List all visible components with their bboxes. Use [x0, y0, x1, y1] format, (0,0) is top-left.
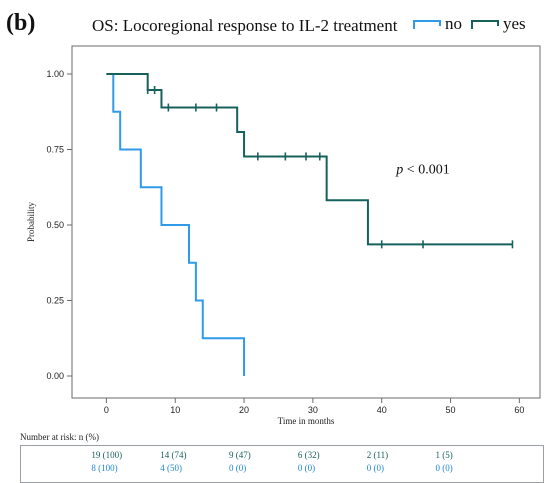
series-line-no [106, 73, 246, 376]
legend-swatch-yes-icon [471, 20, 499, 29]
y-tick-label-4: 1.00 [46, 69, 64, 79]
y-axis-label: Probability [26, 202, 36, 242]
y-tick-label-3: 0.75 [46, 145, 64, 155]
x-axis-label: Time in months [278, 416, 335, 426]
x-tick-label-0: 0 [104, 405, 109, 415]
risk-cell-no-1: 4 (50) [160, 463, 182, 473]
panel-label: (b) [6, 10, 36, 36]
plot-frame [71, 45, 541, 399]
y-tick-label-2: 0.50 [46, 220, 64, 230]
p-value-annotation: p < 0.001 [395, 163, 449, 178]
risk-table-title: Number at risk: n (%) [20, 432, 99, 442]
x-tick-label-3: 30 [308, 405, 318, 415]
x-tick-label-2: 20 [239, 405, 249, 415]
x-tick-label-6: 60 [514, 405, 524, 415]
risk-cell-no-0: 8 (100) [91, 463, 118, 473]
series-line-yes [106, 73, 513, 246]
legend: no yes [412, 14, 534, 34]
x-tick-label-4: 40 [377, 405, 387, 415]
risk-cell-yes-4: 2 (11) [366, 450, 389, 460]
x-tick-label-1: 10 [170, 405, 180, 415]
y-tick-label-1: 0.25 [46, 296, 64, 306]
risk-cell-no-2: 0 (0) [229, 463, 247, 473]
x-tick-label-5: 50 [446, 405, 456, 415]
chart-title: OS: Locoregional response to IL-2 treatm… [92, 16, 398, 35]
risk-cell-no-5: 0 (0) [435, 463, 453, 473]
risk-table-box: 19 (100) 14 (74) 9 (47) 6 (32) 2 (11) 1 (5) 8 … [20, 445, 544, 483]
legend-label-yes: yes [503, 14, 526, 33]
legend-swatch-no-icon [413, 20, 441, 29]
risk-cell-yes-1: 14 (74) [160, 450, 187, 460]
risk-cell-yes-0: 19 (100) [91, 450, 123, 460]
risk-cell-yes-5: 1 (5) [435, 450, 453, 460]
risk-table: Number at risk: n (%) 19 (100) 14 (74) 9 (… [20, 432, 544, 483]
risk-cell-yes-2: 9 (47) [229, 450, 251, 460]
legend-item-no: no [412, 14, 462, 34]
legend-item-yes: yes [470, 14, 526, 34]
y-tick-label-0: 0.00 [46, 371, 64, 381]
legend-label-no: no [445, 14, 462, 33]
risk-cell-no-3: 0 (0) [297, 463, 316, 473]
km-plot: 0.00 0.25 0.50 0.75 1.00 0 10 20 30 40 50 60 Time in… [26, 45, 541, 426]
risk-cell-no-4: 0 (0) [366, 463, 384, 473]
risk-cell-yes-3: 6 (32) [297, 450, 320, 460]
